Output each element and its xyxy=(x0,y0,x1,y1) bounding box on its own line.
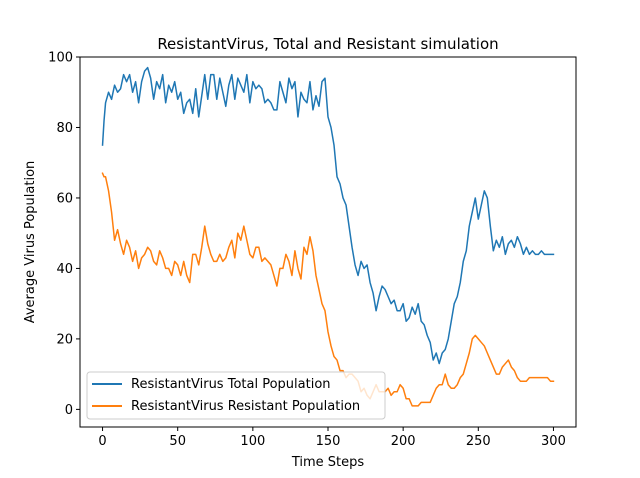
legend-box xyxy=(86,371,386,420)
x-tick-label: 200 xyxy=(391,434,416,449)
y-tick-label: 0 xyxy=(65,403,73,418)
x-tick-label: 50 xyxy=(169,434,186,449)
x-tick-label: 300 xyxy=(541,434,566,449)
y-tick-label: 100 xyxy=(48,51,73,66)
legend-label-total: ResistantVirus Total Population xyxy=(131,377,331,392)
legend-label-resistant: ResistantVirus Resistant Population xyxy=(131,399,360,414)
y-tick-label: 80 xyxy=(56,121,73,136)
chart-title: ResistantVirus, Total and Resistant simu… xyxy=(157,35,498,53)
series-line-total xyxy=(101,66,555,365)
x-tick-label: 0 xyxy=(98,434,106,449)
x-axis: 0 50 100 150 200 250 300 xyxy=(98,427,566,449)
y-tick-label: 20 xyxy=(56,332,73,347)
plot-layer xyxy=(101,66,555,407)
y-axis: 0 20 40 60 80 100 xyxy=(48,51,80,418)
x-axis-label: Time Steps xyxy=(291,455,365,470)
x-tick-label: 100 xyxy=(240,434,265,449)
y-axis-label: Average Virus Population xyxy=(23,161,38,324)
y-tick-label: 40 xyxy=(56,262,73,277)
y-tick-label: 60 xyxy=(56,191,73,206)
x-tick-label: 150 xyxy=(316,434,341,449)
x-tick-label: 250 xyxy=(466,434,491,449)
legend: ResistantVirus Total Population Resistan… xyxy=(86,371,386,420)
series-line-resistant xyxy=(101,172,555,407)
